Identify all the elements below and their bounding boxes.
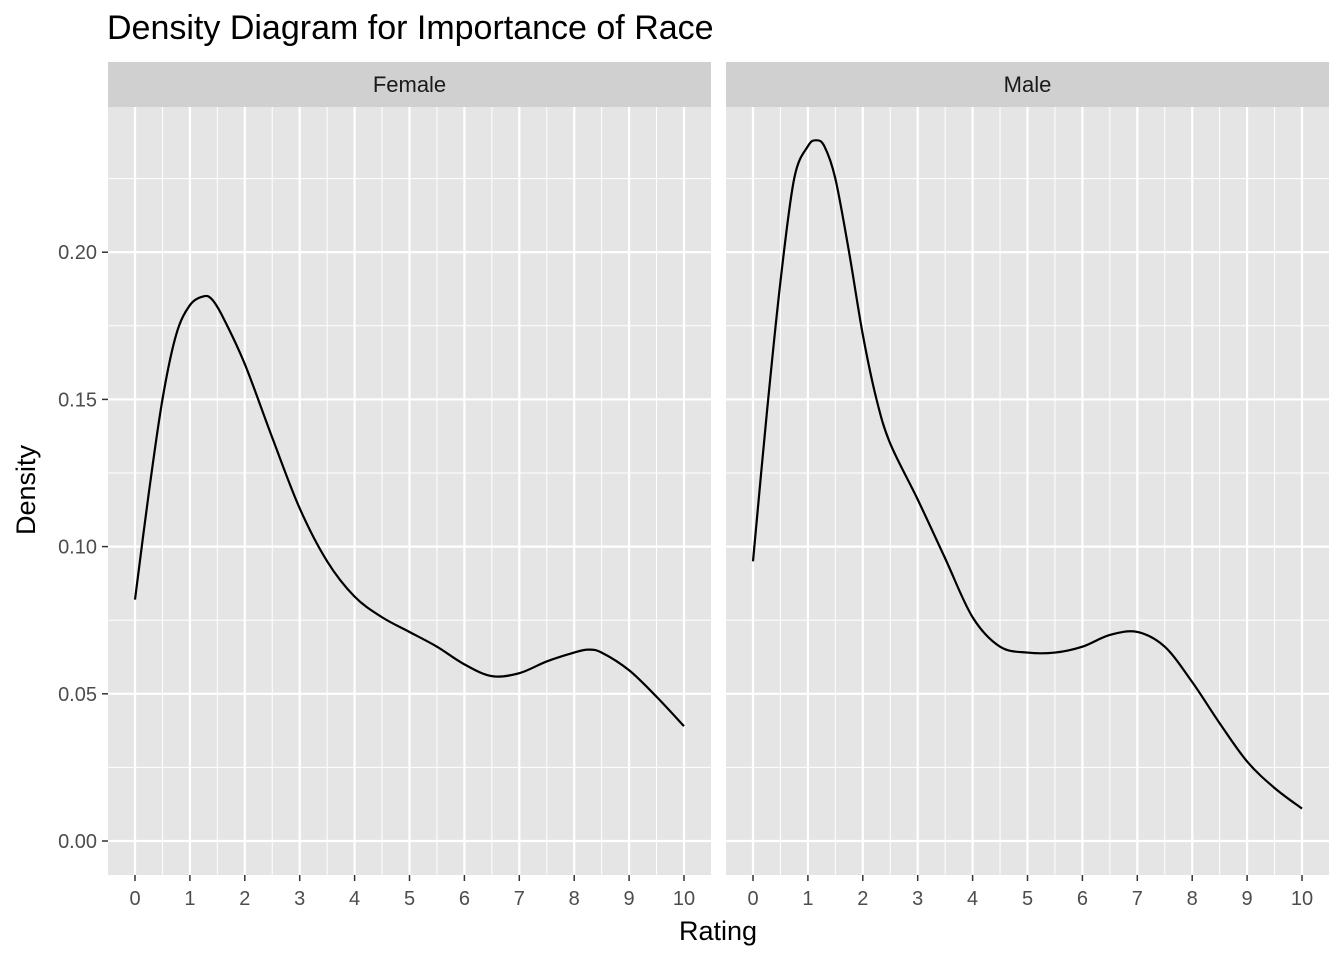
facet-strip-label: Female [373,72,446,97]
y-tick-label: 0.05 [58,684,97,706]
x-tick-label: 8 [569,888,580,910]
facet-strip [726,62,1329,107]
facet-panel-male: Male 0 1 2 3 4 5 6 7 8 9 10 [726,62,1329,910]
x-tick-label: 1 [802,888,813,910]
y-tick-label: 0.20 [58,242,97,264]
x-tick-label: 6 [1077,888,1088,910]
facet-panel-female: Female 0 1 2 3 4 5 6 7 8 9 10 [108,62,711,910]
x-tick-label: 3 [294,888,305,910]
x-tick-label: 9 [624,888,635,910]
y-tick-label: 0.15 [58,389,97,411]
x-tick-label: 2 [239,888,250,910]
chart-title: Density Diagram for Importance of Race [107,9,714,47]
x-tick-label: 8 [1187,888,1198,910]
x-tick-label: 10 [1291,888,1313,910]
x-tick-label: 1 [184,888,195,910]
x-tick-label: 5 [1022,888,1033,910]
x-tick-label: 10 [673,888,695,910]
x-tick-label: 3 [912,888,923,910]
y-axis-title: Density [11,444,41,535]
facet-panels: Female 0 1 2 3 4 5 6 7 8 9 10 Male 0 1 2 3 4 5 6 7 8 9 10 [108,62,1329,910]
y-tick-label: 0.10 [58,537,97,559]
x-tick-label: 9 [1242,888,1253,910]
x-tick-label: 2 [857,888,868,910]
density-line-female [133,294,685,727]
facet-strip [108,62,711,107]
y-tick-label: 0.00 [58,831,97,853]
x-tick-label: 5 [404,888,415,910]
x-tick-label: 0 [747,888,758,910]
x-tick-label: 0 [129,888,140,910]
x-tick-label: 7 [514,888,525,910]
facet-strip-label: Male [1004,72,1052,97]
x-tick-label: 4 [349,888,360,910]
density-line-male [751,139,1303,810]
x-tick-label: 7 [1132,888,1143,910]
x-axis-title: Rating [679,916,757,946]
y-axis: 0.00 0.05 0.10 0.15 0.20 [58,242,108,853]
x-tick-label: 4 [967,888,978,910]
x-tick-label: 6 [459,888,470,910]
